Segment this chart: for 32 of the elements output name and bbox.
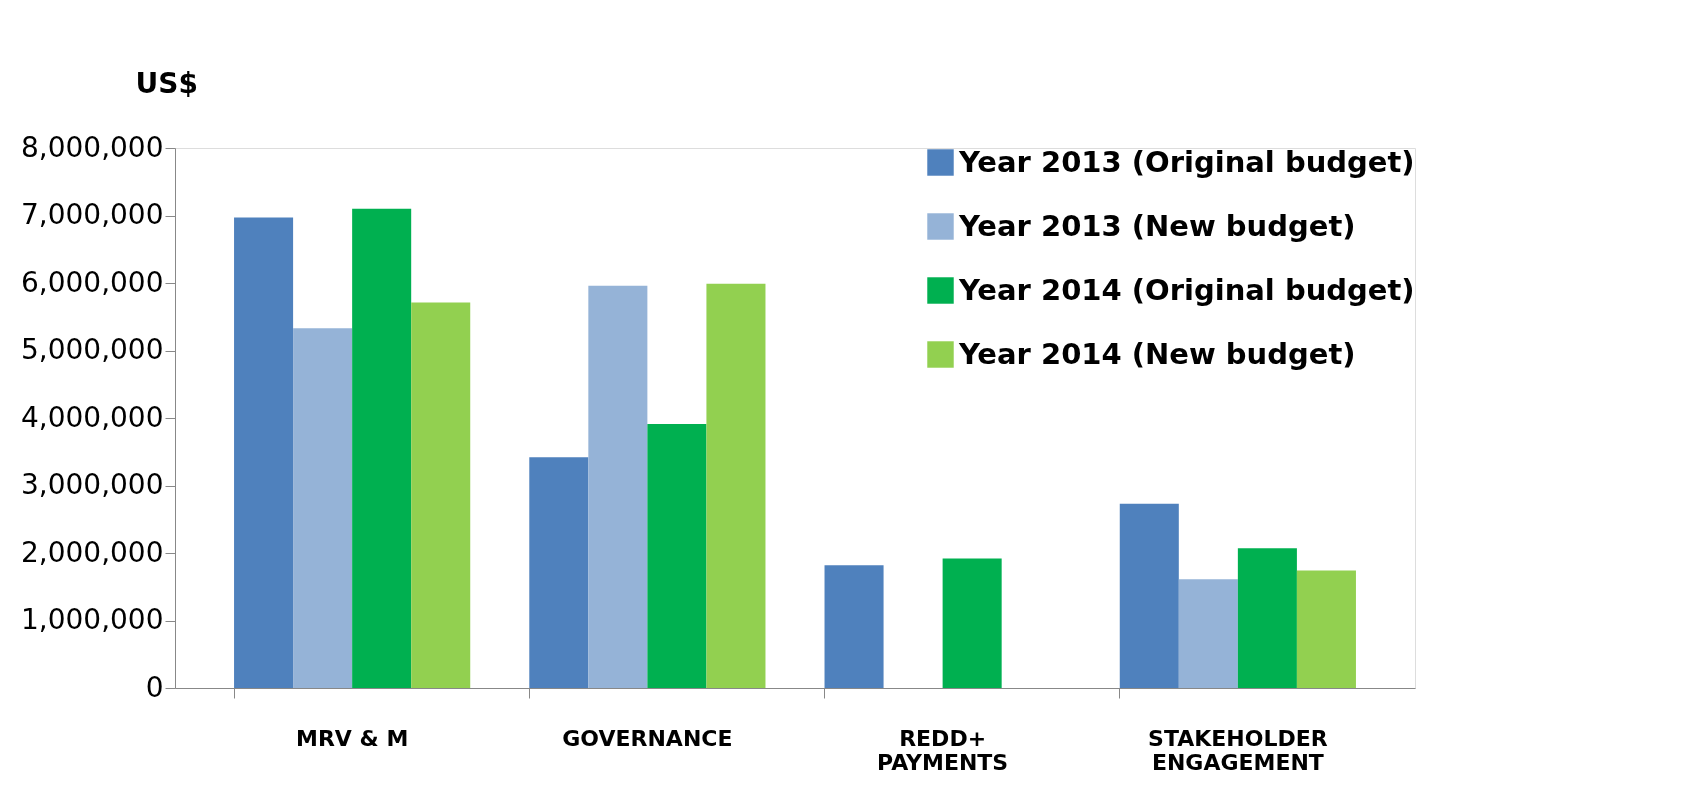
y-tick-label: 8,000,000 bbox=[20, 130, 164, 164]
bar bbox=[1119, 503, 1179, 688]
bar bbox=[706, 283, 766, 688]
legend-label: Year 2013 (Original budget) bbox=[958, 144, 1415, 179]
bar bbox=[352, 208, 412, 688]
x-tick-label: REDD+ PAYMENTS bbox=[877, 725, 1009, 775]
bar bbox=[234, 217, 294, 688]
y-tick-label: 7,000,000 bbox=[20, 198, 164, 231]
bar bbox=[1178, 579, 1238, 688]
legend-label: Year 2014 (Original budget) bbox=[958, 272, 1415, 307]
legend-label: Year 2013 (New budget) bbox=[958, 208, 1356, 243]
x-tick-label: STAKEHOLDER ENGAGEMENT bbox=[1148, 725, 1328, 775]
y-tick-label: 6,000,000 bbox=[20, 265, 164, 299]
bar bbox=[529, 457, 589, 688]
bar bbox=[824, 565, 884, 688]
x-tick-label: GOVERNANCE bbox=[562, 725, 733, 751]
bar bbox=[942, 558, 1002, 688]
x-tick-label: MRV & M bbox=[296, 725, 409, 751]
y-tick-label: 4,000,000 bbox=[20, 400, 164, 434]
y-axis-title: US$ bbox=[135, 66, 198, 100]
bar bbox=[411, 302, 471, 688]
bar bbox=[1296, 570, 1356, 688]
y-tick-label: 0 bbox=[145, 670, 164, 704]
y-tick-label: 3,000,000 bbox=[20, 468, 164, 501]
bar bbox=[647, 424, 707, 688]
bar bbox=[588, 285, 648, 688]
y-tick-label: 5,000,000 bbox=[20, 333, 164, 366]
legend-label: Year 2014 (New budget) bbox=[958, 336, 1356, 371]
y-tick-label: 1,000,000 bbox=[20, 603, 164, 636]
y-tick-label: 2,000,000 bbox=[20, 535, 164, 569]
bar bbox=[293, 328, 353, 688]
bar bbox=[1237, 548, 1297, 688]
